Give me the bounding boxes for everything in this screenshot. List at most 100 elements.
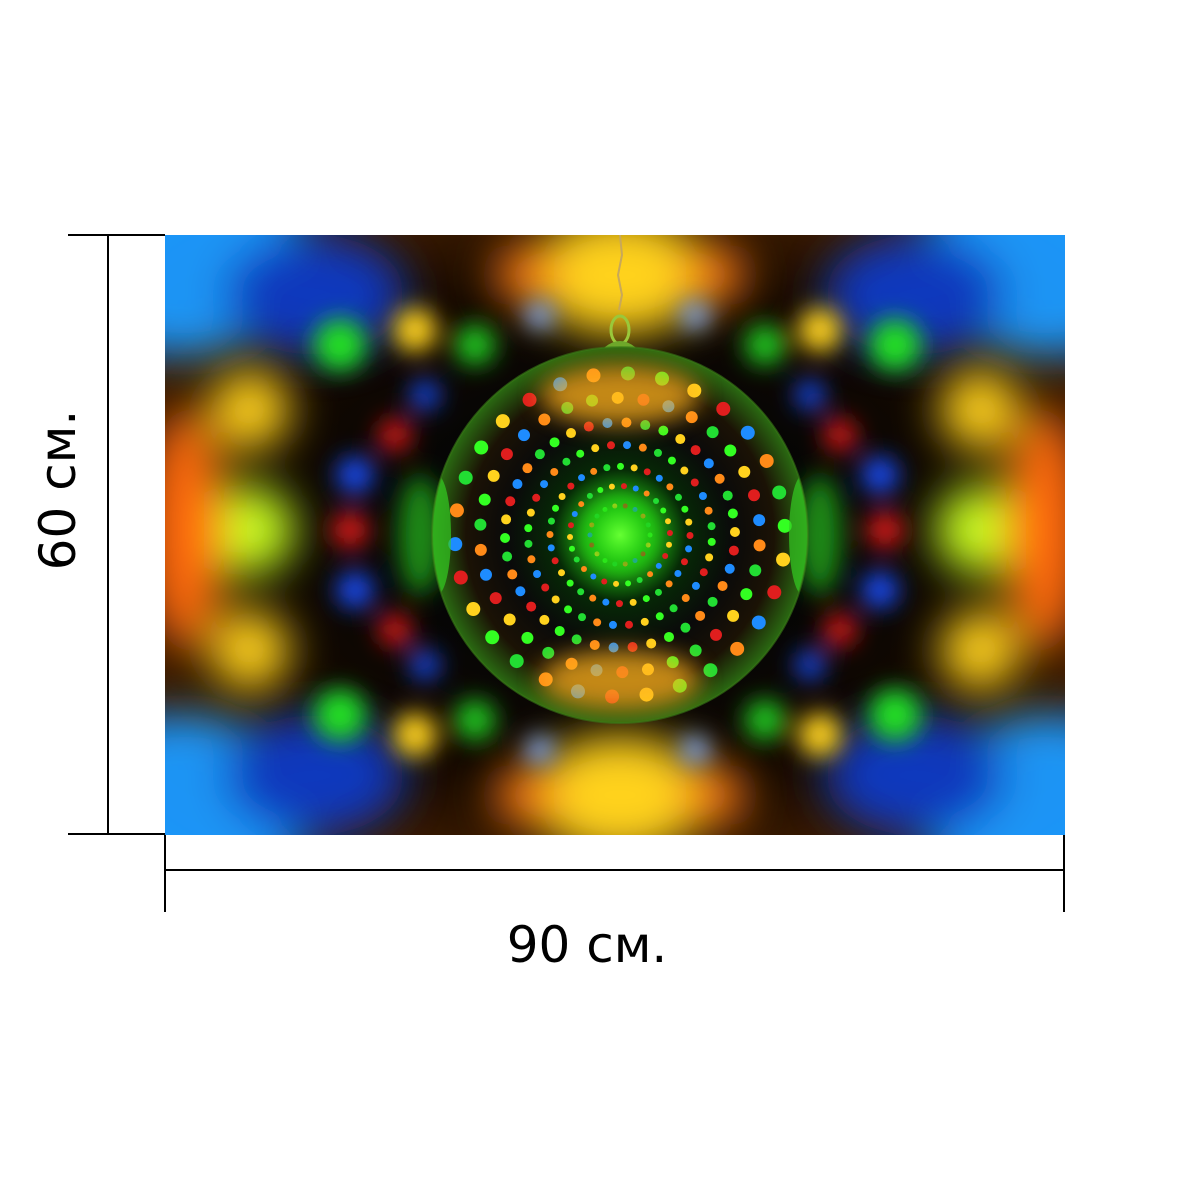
ornament-light-dot [706,426,719,439]
ornament-light-dot [660,507,667,514]
ornament-light-dot [625,620,634,629]
ornament-light-dot [730,641,745,656]
ornament-light-dot [487,469,500,482]
ornament-light-dot [704,506,713,515]
ornament-light-dot [653,498,660,505]
ornament-light-dot [777,518,792,533]
ornament-light-dot [522,463,533,474]
width-label: 90 см. [506,916,668,974]
ornament-light-dot [740,425,755,440]
ornament-light-dot [666,483,674,491]
christmas-ornament-ball-icon [165,235,1065,835]
ornament-light-dot [562,457,571,466]
ornament-light-dot [578,474,586,482]
ornament-light-dot [695,610,706,621]
ornament-light-dot [703,458,714,469]
ornament-light-dot [541,583,550,592]
ornament-light-dot [547,517,555,525]
ornament-light-dot [643,490,650,497]
ornament-light-dot [552,504,560,512]
ornament-light-dot [632,485,639,492]
ornament-light-dot [667,456,676,465]
width-left-tick [164,835,166,912]
ornament-light-dot [571,634,582,645]
ornament-light-dot [501,514,512,525]
ornament-light-dot [466,602,481,617]
ornament-light-dot [665,580,673,588]
height-dimension-line [107,235,109,835]
ornament-light-dot [507,569,518,580]
ornament-light-dot [590,573,597,580]
ornament-light-dot [485,630,500,645]
ornament-light-dot [738,465,751,478]
ornament-light-dot [524,539,533,548]
ornament-light-dot [753,539,766,552]
ornament-light-dot [602,598,610,606]
ornament-light-dot [674,493,682,501]
ornament-light-dot [540,480,549,489]
ornament-light-dot [662,552,669,559]
ornament-light-dot [580,565,587,572]
ornament-light-dot [532,493,541,502]
ornament-light-dot [538,413,551,426]
ornament-light-dot [703,663,718,678]
ornament-light-dot [524,524,533,533]
ornament-light-dot [458,470,473,485]
ornament-light-dot [515,586,526,597]
ornament-light-dot [767,585,782,600]
ornament-light-dot [699,568,708,577]
ornament-light-dot [593,618,602,627]
ornament-light-dot [753,514,766,527]
ornament-light-dot [685,411,698,424]
ornament-light-dot [629,598,637,606]
ornament-light-dot [568,545,575,552]
ornament-light-dot [479,568,492,581]
ornament-light-dot [675,434,686,445]
ornament-light-dot [478,493,491,506]
ornament-light-dot [724,563,735,574]
ornament-light-dot [710,628,723,641]
ornament-light-dot [690,478,699,487]
ornament-light-dot [449,503,464,518]
ornament-light-dot [691,581,700,590]
ornament-light-dot [640,617,649,626]
ornament-light-dot [539,614,550,625]
ornament-light-dot [608,642,619,653]
ornament-light-dot [571,511,578,518]
ornament-light-dot [680,558,688,566]
ornament-light-dot [617,462,625,470]
ornament-light-dot [500,533,511,544]
ornament-light-dot [567,534,574,541]
ornament-light-dot [630,464,638,472]
ornament-light-dot [558,569,566,577]
ornament-light-dot [566,579,574,587]
ornament-light-dot [655,612,664,621]
ornament-light-dot [686,532,694,540]
ornament-light-dot [606,441,615,450]
ornament-light-dot [636,577,643,584]
ornament-light-dot [474,543,487,556]
ornament-light-dot [705,553,714,562]
ornament-light-dot [729,526,740,537]
ornament-light-dot [591,444,600,453]
height-top-tick [68,234,165,236]
ornament-light-dot [527,555,536,564]
ornament-light-dot [653,448,662,457]
ornament-light-dot [589,639,600,650]
ornament-light-dot [489,592,502,605]
ornament-light-dot [728,545,739,556]
ornament-light-dot [512,479,523,490]
ornament-light-dot [724,444,737,457]
ornament-light-dot [589,594,597,602]
ornament-light-dot [608,483,615,490]
ornament-light-dot [567,482,575,490]
ornament-light-dot [707,537,716,546]
ornament-light-dot [751,615,766,630]
ornament-light-dot [597,486,604,493]
ornament-light-dot [474,440,489,455]
ornament-light-dot [680,622,691,633]
ornament-light-dot [685,545,693,553]
ornament-light-dot [547,544,555,552]
ornament-light-dot [665,518,672,525]
